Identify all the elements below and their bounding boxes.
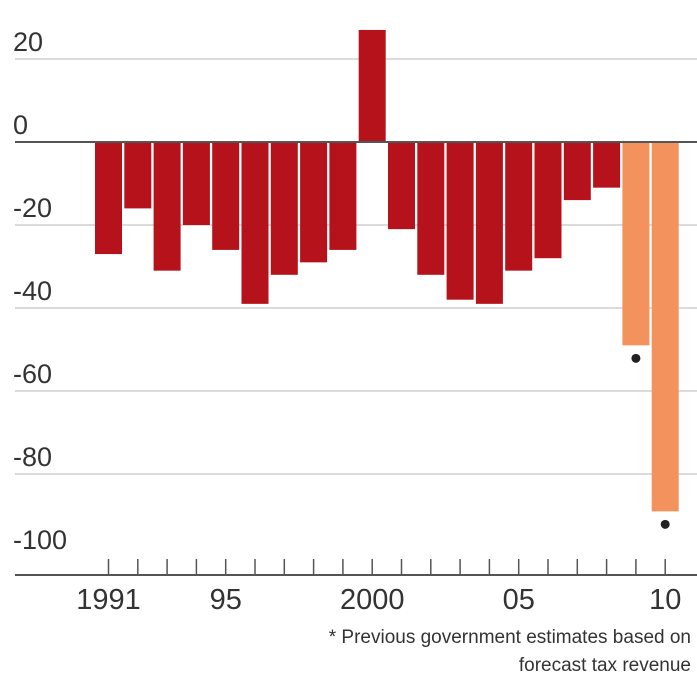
estimate-marker-2010 — [660, 519, 670, 529]
x-tick-label-2005: 05 — [503, 584, 535, 616]
bar-2008 — [593, 142, 621, 188]
bar-2007 — [563, 142, 591, 201]
y-axis-tick-labels: 20 0 -20 -40 -60 -80 -100 — [13, 27, 67, 555]
estimate-marker-2009 — [631, 353, 641, 363]
bar-1996 — [241, 142, 269, 304]
bar-1997 — [270, 142, 298, 275]
bar-2003 — [446, 142, 474, 300]
bar-1998 — [300, 142, 328, 263]
bar-2006 — [534, 142, 562, 259]
bar-2004 — [475, 142, 503, 304]
bar-2010 — [651, 142, 679, 512]
gridlines — [15, 58, 697, 475]
x-tick-label-1995: 95 — [210, 584, 242, 616]
footnote-line-2: forecast tax revenue — [518, 655, 691, 676]
x-tick-label-1991: 1991 — [76, 584, 141, 616]
x-axis-tick-marks — [107, 559, 666, 575]
x-tick-label-2000: 2000 — [340, 584, 405, 616]
y-tick-label: -60 — [13, 359, 52, 389]
x-axis-tick-labels: 1991 95 2000 05 10 — [76, 584, 681, 616]
x-tick-label-2010: 10 — [649, 584, 681, 616]
footnote-line-1: * Previous government estimates based on — [328, 627, 691, 648]
y-tick-label: -20 — [13, 193, 52, 223]
bar-2000 — [358, 29, 386, 143]
estimate-markers — [631, 353, 670, 529]
bars — [95, 29, 679, 512]
y-tick-label: -80 — [13, 442, 52, 472]
y-tick-label: 0 — [13, 110, 28, 140]
bar-1992 — [124, 142, 152, 209]
bar-1999 — [329, 142, 357, 250]
y-tick-label: -40 — [13, 276, 52, 306]
bar-2005 — [505, 142, 533, 271]
bar-1991 — [95, 142, 122, 255]
bar-2002 — [417, 142, 445, 275]
bar-2001 — [388, 142, 415, 230]
y-tick-label: -100 — [13, 525, 67, 555]
y-tick-label: 20 — [13, 27, 43, 57]
bar-2009 — [622, 142, 650, 346]
bar-1994 — [182, 142, 210, 225]
bar-1993 — [153, 142, 181, 271]
footnote: * Previous government estimates based on… — [329, 624, 691, 680]
bar-1995 — [212, 142, 240, 250]
